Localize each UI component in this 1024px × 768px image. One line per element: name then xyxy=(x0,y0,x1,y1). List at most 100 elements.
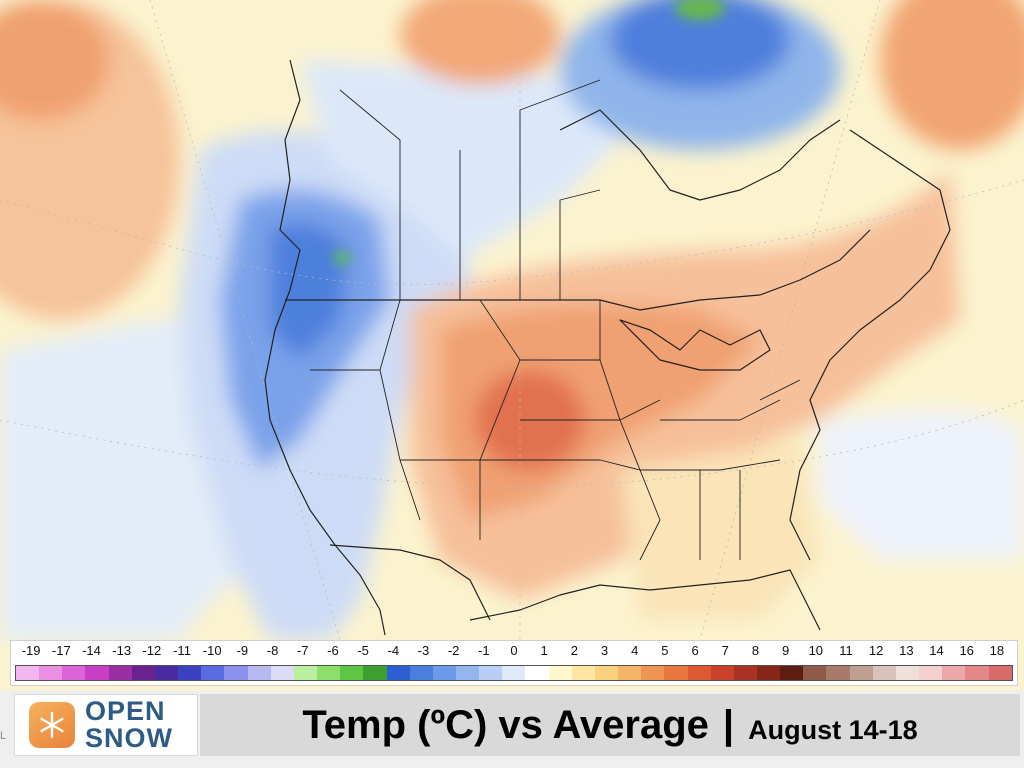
logo-wordmark: OPEN SNOW xyxy=(85,698,173,752)
legend-color-swatch xyxy=(16,666,40,680)
legend-color-swatch xyxy=(571,666,595,680)
legend-tick-label: -4 xyxy=(387,643,400,658)
legend-tick-label: 11 xyxy=(839,643,853,658)
anomaly-positive-patch-arctic xyxy=(675,0,725,20)
title-separator: | xyxy=(722,702,735,747)
legend-color-swatch xyxy=(432,666,456,680)
legend-color-swatch xyxy=(988,666,1012,680)
legend-color-swatch xyxy=(594,666,619,680)
snowflake-icon xyxy=(29,702,75,748)
legend-color-swatch xyxy=(178,666,202,680)
graticule-line xyxy=(0,179,1024,285)
province-lines xyxy=(339,79,601,300)
color-scale-legend: -19 -17 -14 -13 -12 -11 -10 -9 -8 -7 -6 -5 -4 -3 -2 -1 0… xyxy=(10,640,1018,686)
anomaly-positive-patch-west xyxy=(334,252,350,264)
coastline-gulf xyxy=(469,569,821,631)
legend-tick-label: -14 xyxy=(82,643,101,658)
legend-color-swatch xyxy=(849,666,873,680)
legend-color-swatch xyxy=(39,666,63,680)
graticule-line xyxy=(0,399,1024,487)
legend-tick-label: 14 xyxy=(929,643,944,658)
legend-color-swatch xyxy=(270,666,294,680)
legend-tick-label: 10 xyxy=(808,643,824,658)
legend-color-swatch xyxy=(757,666,781,680)
legend-tick-label: -17 xyxy=(51,643,71,658)
legend-color-swatch xyxy=(919,666,943,680)
great-lakes xyxy=(619,319,771,371)
opensnow-logo[interactable]: OPEN SNOW xyxy=(14,694,198,756)
legend-tick-labels: -19 -17 -14 -13 -12 -11 -10 -9 -8 -7 -6 -5 -4 -3 -2 -1 0… xyxy=(11,643,1017,663)
legend-color-swatch xyxy=(502,666,526,680)
legend-color-swatch xyxy=(826,666,850,680)
legend-tick-label: -19 xyxy=(21,643,41,658)
date-range: August 14-18 xyxy=(748,714,918,745)
legend-tick-label: -1 xyxy=(478,643,490,658)
legend-color-swatch xyxy=(247,666,271,680)
legend-color-swatch xyxy=(780,666,804,680)
legend-tick-label: 4 xyxy=(631,643,639,658)
legend-color-swatch xyxy=(479,666,503,680)
legend-tick-label: 1 xyxy=(540,643,548,658)
legend-tick-label: 16 xyxy=(959,643,974,658)
logo-line-open: OPEN xyxy=(85,696,166,726)
footer-banner: OPEN SNOW Temp (ºC) vs Average | August … xyxy=(0,690,1024,768)
legend-color-swatch xyxy=(386,666,410,680)
legend-color-swatch xyxy=(409,666,433,680)
legend-color-swatch xyxy=(154,666,179,680)
coastline-hudson xyxy=(559,109,841,201)
legend-tick-label: -13 xyxy=(112,643,132,658)
legend-tick-label: 5 xyxy=(661,643,669,658)
legend-tick-label: 8 xyxy=(751,643,760,658)
legend-color-swatch xyxy=(85,666,109,680)
map-title: Temp (ºC) vs Average xyxy=(302,702,709,747)
legend-tick-label: -2 xyxy=(447,643,460,658)
map-title-box: Temp (ºC) vs Average | August 14-18 xyxy=(200,694,1020,756)
logo-line-snow: SNOW xyxy=(85,723,173,753)
border-us-mexico xyxy=(329,544,491,621)
legend-tick-label: 13 xyxy=(899,643,914,658)
legend-color-swatch xyxy=(62,666,86,680)
anomaly-warm-atlantic xyxy=(880,0,1024,150)
coastline-east xyxy=(789,129,951,561)
legend-color-swatch xyxy=(803,666,827,680)
legend-color-swatch xyxy=(872,666,896,680)
legend-color-swatch xyxy=(108,666,132,680)
anomaly-warm-pacific-core xyxy=(0,0,110,120)
legend-tick-label: 18 xyxy=(989,643,1005,658)
legend-color-swatch xyxy=(618,666,642,680)
legend-tick-label: 9 xyxy=(781,643,790,658)
legend-color-swatch xyxy=(455,666,480,680)
legend-color-swatch xyxy=(317,666,341,680)
graticule-line xyxy=(699,0,881,641)
legend-color-swatch xyxy=(687,666,711,680)
legend-color-swatch xyxy=(641,666,665,680)
state-lines xyxy=(310,299,801,561)
legend-tick-label: -7 xyxy=(296,643,309,658)
legend-color-swatch xyxy=(965,666,989,680)
legend-tick-label: 12 xyxy=(868,643,884,658)
legend-tick-label: -3 xyxy=(417,643,430,658)
legend-tick-label: 3 xyxy=(600,643,609,658)
anomaly-cool-west-deep xyxy=(270,222,350,360)
legend-color-bar xyxy=(15,665,1013,681)
edge-text-fragment: L xyxy=(0,730,7,742)
legend-tick-label: 0 xyxy=(510,643,518,658)
legend-tick-label: 6 xyxy=(691,643,699,658)
legend-color-swatch xyxy=(525,666,549,680)
legend-color-swatch xyxy=(942,666,966,680)
legend-color-swatch xyxy=(131,666,155,680)
legend-tick-label: -8 xyxy=(266,643,279,658)
anomaly-cool-atlantic xyxy=(820,410,1024,560)
legend-color-swatch xyxy=(548,666,572,680)
legend-color-swatch xyxy=(895,666,920,680)
legend-tick-label: 7 xyxy=(721,643,729,658)
legend-tick-label: -11 xyxy=(173,643,191,658)
legend-color-swatch xyxy=(733,666,757,680)
legend-tick-label: -5 xyxy=(357,643,369,658)
legend-tick-label: -9 xyxy=(236,643,249,658)
anomaly-cool-arctic-core xyxy=(610,0,790,90)
coastline-west xyxy=(264,59,386,636)
legend-tick-label: -12 xyxy=(142,643,162,658)
legend-color-swatch xyxy=(340,666,364,680)
